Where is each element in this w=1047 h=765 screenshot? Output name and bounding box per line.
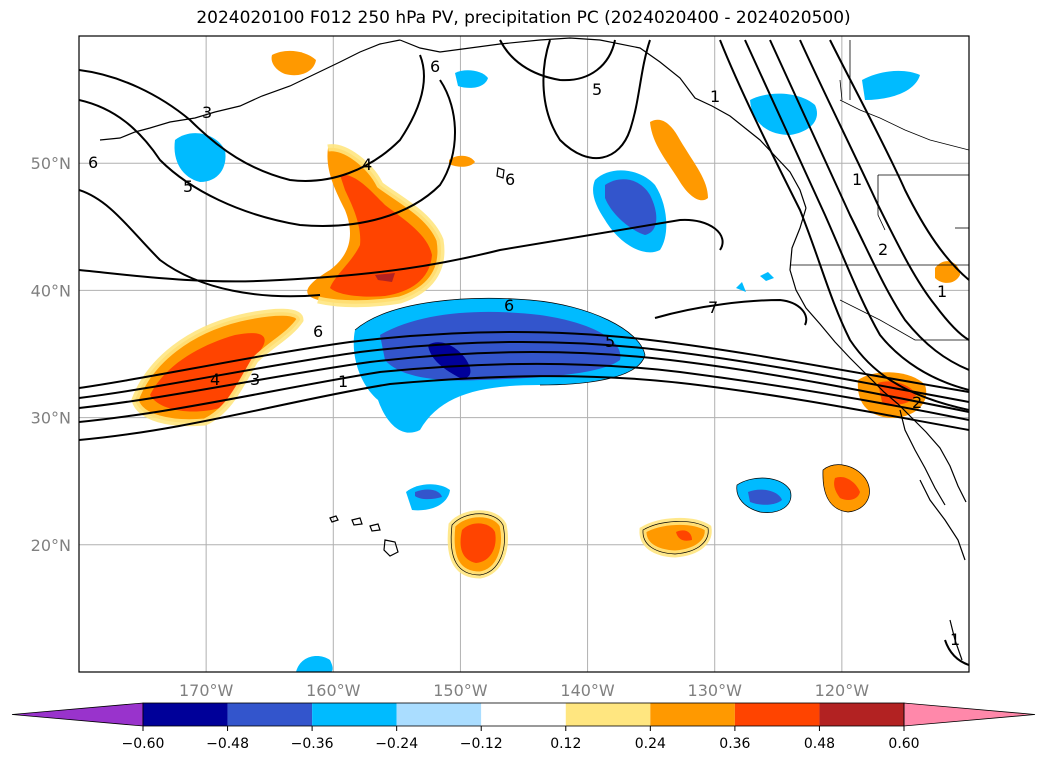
contour-label: 2: [912, 393, 922, 412]
contour-label: 5: [605, 332, 615, 351]
colorbar-tick-label: 0.12: [550, 736, 581, 752]
colorbar-tick-label: −0.60: [122, 736, 165, 752]
latitude-label: 20°N: [31, 536, 71, 555]
contour-labels: 1 3 4 6 6 5 5 7 2 2 4 3 5 6 6 6 1 1 1 1: [88, 57, 960, 649]
longitude-label: 160°W: [306, 681, 361, 700]
map-title: 2024020100 F012 250 hPa PV, precipitatio…: [196, 8, 851, 28]
contour-label: 7: [708, 298, 718, 317]
contour-label: 4: [362, 155, 372, 174]
colorbar-frame: [142, 702, 905, 727]
colorbar: [11, 702, 1036, 727]
colorbar-tick-label: 0.36: [719, 736, 750, 752]
colorbar-segment: [481, 703, 566, 726]
colorbar-segment: [396, 703, 482, 726]
contour-label: 6: [430, 57, 440, 76]
map-frame: [78, 35, 970, 673]
contour-label: 1: [937, 282, 947, 301]
longitude-label: 150°W: [433, 681, 488, 700]
colorbar-extend-low: [11, 702, 144, 727]
contour-label: 4: [210, 370, 220, 389]
latitude-labels: 50°N 40°N 30°N 20°N: [31, 154, 71, 555]
contour-label: 3: [250, 370, 260, 389]
longitude-label: 170°W: [179, 681, 234, 700]
colorbar-segment: [227, 703, 313, 726]
colorbar-tick-label: −0.36: [291, 736, 334, 752]
contour-label: 6: [504, 296, 514, 315]
contour-label: 5: [183, 177, 193, 196]
colorbar-tick-label: −0.12: [460, 736, 503, 752]
colorbar-segment: [312, 703, 397, 726]
colorbar-segment: [143, 703, 228, 726]
thin-contours: [354, 297, 870, 576]
contour-label: 1: [338, 372, 348, 391]
colorbar-segment: [734, 703, 820, 726]
colorbar-tick-label: 0.60: [888, 736, 919, 752]
longitude-labels: 170°W 160°W 150°W 140°W 130°W 120°W: [179, 681, 869, 700]
latitude-label: 40°N: [31, 281, 71, 300]
contour-label: 6: [313, 322, 323, 341]
colorbar-segment: [565, 703, 651, 726]
contour-label: 3: [202, 103, 212, 122]
colorbar-tick-label: 0.48: [804, 736, 835, 752]
positive-anomaly-shading: [135, 50, 960, 575]
contour-label: 2: [878, 240, 888, 259]
colorbar-tick-label: 0.24: [635, 736, 666, 752]
contour-label: 6: [88, 153, 98, 172]
colorbar-labels: −0.60 −0.48 −0.36 −0.24 −0.12 0.12 0.24 0.36 0.4…: [122, 726, 920, 752]
longitude-label: 120°W: [815, 681, 870, 700]
contour-label: 6: [505, 170, 515, 189]
colorbar-segment: [650, 703, 735, 726]
contour-label: 1: [710, 87, 720, 106]
contour-label: 5: [592, 80, 602, 99]
pv-contours: [79, 39, 969, 666]
latitude-label: 50°N: [31, 154, 71, 173]
longitude-label: 140°W: [560, 681, 615, 700]
colorbar-tick-label: −0.48: [206, 736, 249, 752]
contour-label: 1: [950, 630, 960, 649]
contour-label: 1: [852, 170, 862, 189]
longitude-label: 130°W: [688, 681, 743, 700]
colorbar-extend-high: [903, 702, 1036, 727]
colorbar-tick-label: −0.24: [375, 736, 418, 752]
latitude-label: 30°N: [31, 409, 71, 428]
colorbar-segment: [819, 703, 904, 726]
